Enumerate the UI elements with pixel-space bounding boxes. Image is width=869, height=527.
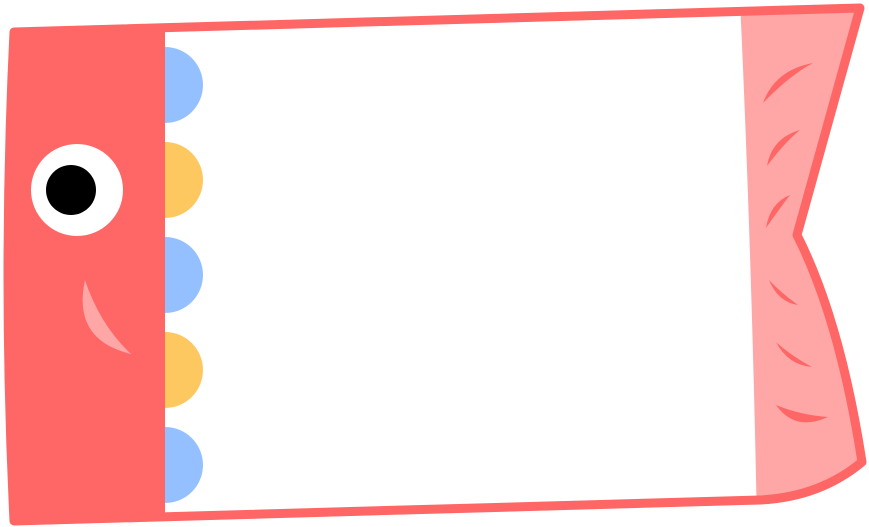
outline bbox=[3, 3, 867, 526]
tail-marks bbox=[763, 63, 828, 423]
tail-fin bbox=[740, 8, 862, 521]
head-panel bbox=[8, 8, 165, 521]
tail-mark bbox=[776, 405, 828, 423]
eye-pupil bbox=[46, 165, 96, 215]
cheek-mark bbox=[82, 280, 131, 354]
